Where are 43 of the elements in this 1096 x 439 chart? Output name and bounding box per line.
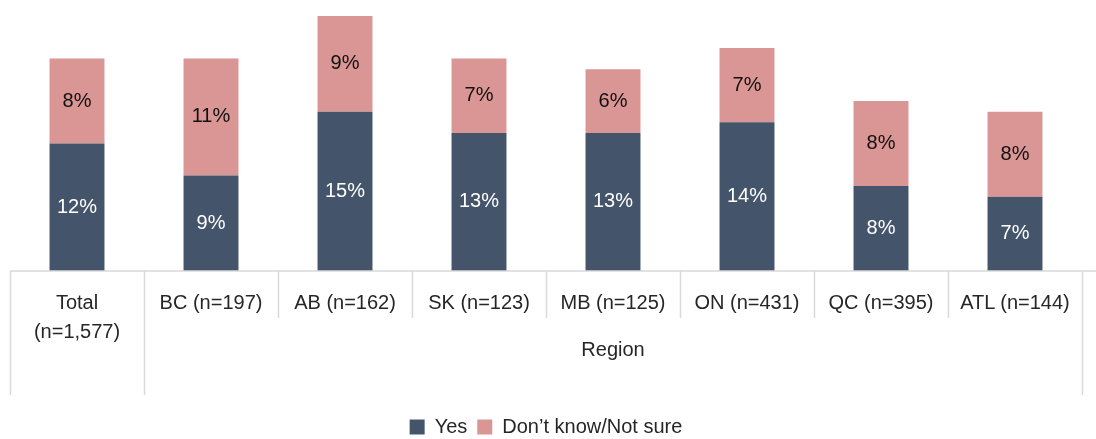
bar (719, 122, 775, 271)
bar (585, 132, 641, 271)
data-label: 8% (1000, 141, 1030, 164)
bar (853, 186, 909, 271)
bar (49, 143, 105, 271)
bar (451, 132, 507, 271)
data-label: 6% (598, 88, 628, 111)
data-label: 13% (458, 189, 500, 212)
x-tick-label: MB (n=125) (560, 290, 666, 313)
data-label: 7% (732, 72, 762, 95)
data-label: 11% (191, 104, 231, 127)
x-tick-label: BC (n=197) (159, 290, 263, 313)
data-label: 8% (62, 88, 92, 111)
data-label: 13% (592, 189, 634, 212)
data-label: 9% (196, 210, 226, 233)
x-tick-label: AB (n=162) (294, 290, 396, 313)
x-axis-title: Region (581, 337, 645, 360)
legend-label: Yes (434, 414, 468, 437)
bar (183, 175, 239, 271)
bar (987, 111, 1043, 197)
bar (451, 58, 507, 133)
data-label: 7% (1000, 221, 1030, 244)
data-label: 8% (866, 131, 896, 154)
data-label: 12% (56, 194, 98, 217)
bar (719, 47, 775, 123)
x-tick-label: Total (n=1,577) (33, 290, 121, 342)
data-label: 7% (464, 83, 494, 106)
x-tick-label: QC (n=395) (828, 290, 934, 313)
bar (317, 16, 373, 112)
bar (853, 101, 909, 186)
data-label: 14% (726, 184, 768, 207)
bar (49, 58, 105, 144)
data-label: 9% (330, 51, 360, 74)
x-tick-label: ATL (n=144) (960, 290, 1070, 313)
x-tick-label: SK (n=123) (428, 290, 530, 313)
data-label: 15% (324, 178, 366, 201)
bar (987, 196, 1043, 271)
bar (585, 69, 641, 133)
bar (183, 58, 239, 176)
bar (317, 111, 373, 271)
legend-label: Don’t know/Not sure (502, 414, 683, 437)
data-label: 8% (866, 216, 896, 239)
x-tick-label: ON (n=431) (694, 290, 800, 313)
